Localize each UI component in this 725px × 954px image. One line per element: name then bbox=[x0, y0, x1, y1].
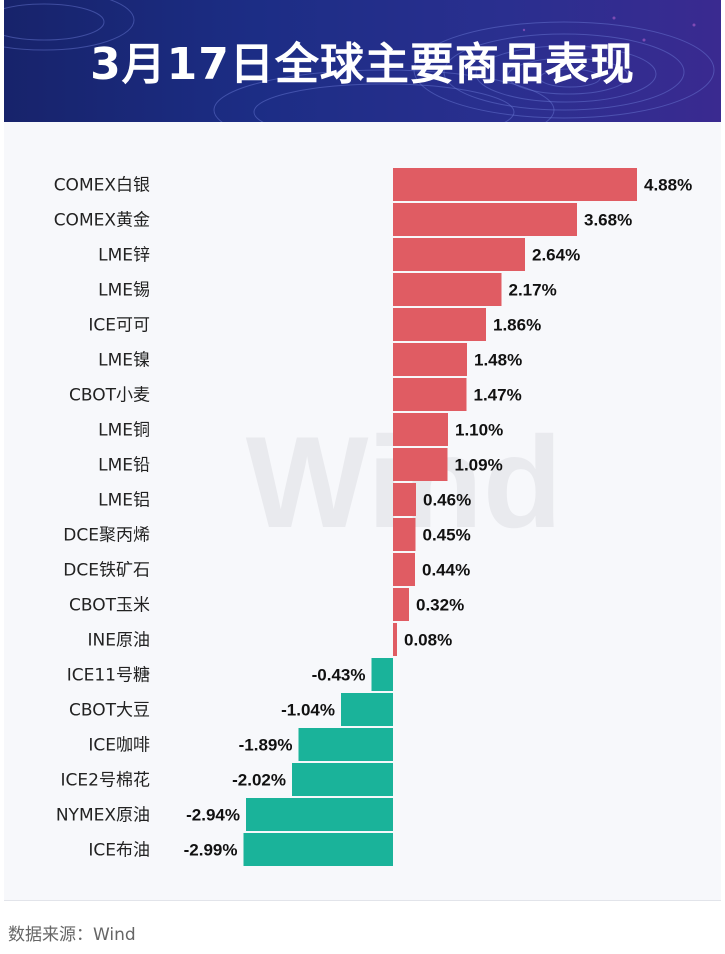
bar bbox=[393, 378, 467, 411]
bar bbox=[393, 308, 486, 341]
bar bbox=[393, 448, 448, 481]
bar bbox=[393, 238, 525, 271]
category-label: ICE2号棉花 bbox=[61, 771, 150, 791]
category-label: CBOT小麦 bbox=[69, 386, 150, 406]
category-label: CBOT大豆 bbox=[69, 701, 150, 721]
category-label: LME镍 bbox=[98, 351, 150, 371]
bar bbox=[341, 693, 393, 726]
value-label: 1.09% bbox=[455, 456, 503, 475]
category-label: LME铝 bbox=[98, 491, 150, 511]
bar bbox=[393, 518, 416, 551]
value-label: 1.47% bbox=[474, 386, 522, 405]
value-label: -2.02% bbox=[232, 771, 286, 790]
value-label: 0.45% bbox=[423, 526, 471, 545]
category-label: COMEX白银 bbox=[54, 176, 150, 196]
bar bbox=[298, 728, 393, 761]
category-label: ICE布油 bbox=[88, 841, 150, 861]
category-label: COMEX黄金 bbox=[54, 211, 150, 231]
value-label: 3.68% bbox=[584, 211, 632, 230]
value-label: -2.99% bbox=[184, 841, 238, 860]
value-label: 2.64% bbox=[532, 246, 580, 265]
value-label: -1.04% bbox=[281, 701, 335, 720]
bar bbox=[292, 763, 393, 796]
bar bbox=[393, 273, 502, 306]
bar bbox=[393, 203, 577, 236]
category-label: NYMEX原油 bbox=[56, 806, 150, 826]
value-label: -2.94% bbox=[186, 806, 240, 825]
bar bbox=[393, 168, 637, 201]
bar bbox=[243, 833, 393, 866]
category-label: LME铜 bbox=[98, 421, 150, 441]
category-label: LME铅 bbox=[98, 456, 150, 476]
header-banner: 3月17日全球主要商品表现 bbox=[4, 0, 721, 122]
value-label: 4.88% bbox=[644, 176, 692, 195]
bar bbox=[371, 658, 393, 691]
source-note: 数据来源：Wind bbox=[8, 925, 136, 945]
category-label: INE原油 bbox=[88, 631, 150, 651]
value-label: 2.17% bbox=[509, 281, 557, 300]
category-label: DCE聚丙烯 bbox=[63, 526, 150, 546]
bar bbox=[246, 798, 393, 831]
category-label: LME锡 bbox=[98, 281, 150, 301]
value-label: 0.46% bbox=[423, 491, 471, 510]
category-label: ICE咖啡 bbox=[88, 736, 150, 756]
value-label: 1.10% bbox=[455, 421, 503, 440]
category-label: ICE11号糖 bbox=[67, 666, 150, 686]
chart-panel: Wind COMEX白银 4.88% COMEX黄金 3.68% LME锌 2.64% LM… bbox=[4, 122, 721, 901]
bar bbox=[393, 413, 448, 446]
value-label: 0.32% bbox=[416, 596, 464, 615]
category-label: CBOT玉米 bbox=[69, 596, 150, 616]
bar bbox=[393, 588, 409, 621]
category-label: DCE铁矿石 bbox=[63, 561, 150, 581]
bar bbox=[393, 623, 397, 656]
page-title: 3月17日全球主要商品表现 bbox=[90, 39, 635, 90]
bar bbox=[393, 343, 467, 376]
contour-decoration bbox=[4, 0, 715, 122]
value-label: 1.48% bbox=[474, 351, 522, 370]
bar-chart: Wind COMEX白银 4.88%COMEX黄金 3.68%LME锌 2.64%LM… bbox=[54, 168, 692, 866]
category-label: ICE可可 bbox=[88, 316, 150, 336]
category-label: LME锌 bbox=[98, 246, 150, 266]
value-label: 0.44% bbox=[422, 561, 470, 580]
bar bbox=[393, 483, 416, 516]
value-label: -0.43% bbox=[312, 666, 366, 685]
value-label: 0.08% bbox=[404, 631, 452, 650]
bar bbox=[393, 553, 415, 586]
value-label: -1.89% bbox=[239, 736, 293, 755]
value-label: 1.86% bbox=[493, 316, 541, 335]
